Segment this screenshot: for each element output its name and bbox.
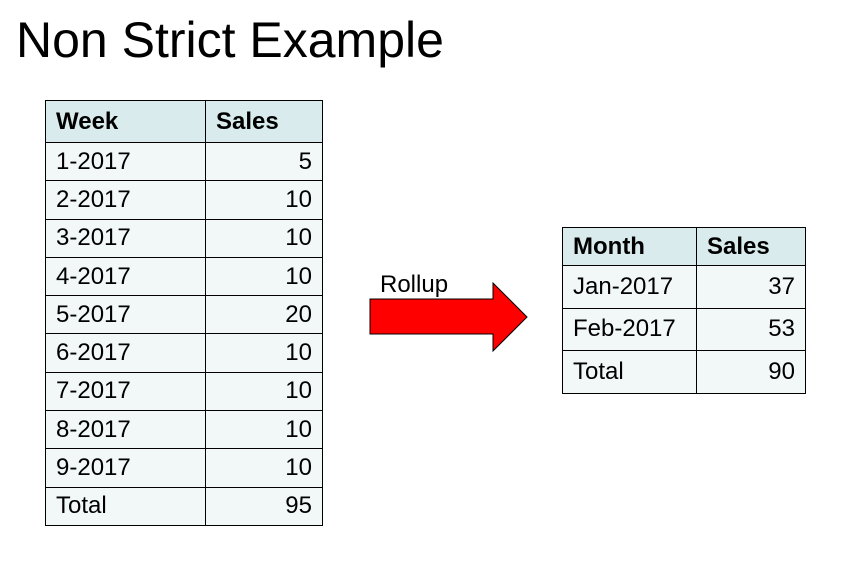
weekly-sales-table: Week Sales 1-2017 5 2-2017 10 3-2017 10 … xyxy=(45,100,323,526)
table-row: 9-2017 10 xyxy=(45,448,323,488)
table-total-row: Total 95 xyxy=(45,486,323,526)
sales-cell: 10 xyxy=(205,448,323,488)
sales-column-header: Sales xyxy=(696,227,806,266)
week-cell: 3-2017 xyxy=(45,218,206,258)
week-column-header: Week xyxy=(45,100,206,143)
rollup-arrow-icon xyxy=(369,282,528,352)
month-column-header: Month xyxy=(562,227,697,266)
total-value-cell: 95 xyxy=(205,486,323,526)
week-cell: 7-2017 xyxy=(45,371,206,412)
table-row: 4-2017 10 xyxy=(45,256,323,297)
table-total-row: Total 90 xyxy=(562,350,806,394)
week-cell: 1-2017 xyxy=(45,141,206,182)
table-row: 1-2017 5 xyxy=(45,141,323,182)
sales-cell: 20 xyxy=(205,295,323,335)
rollup-label: Rollup xyxy=(380,271,449,298)
sales-cell: 10 xyxy=(205,371,323,412)
sales-cell: 5 xyxy=(205,141,323,182)
table-row: Jan-2017 37 xyxy=(562,265,806,309)
total-value-cell: 90 xyxy=(696,350,806,394)
table-row: 6-2017 10 xyxy=(45,333,323,373)
table-row: 8-2017 10 xyxy=(45,410,323,450)
week-cell: 8-2017 xyxy=(45,410,206,450)
total-label-cell: Total xyxy=(562,350,697,394)
week-cell: 9-2017 xyxy=(45,448,206,488)
total-label-cell: Total xyxy=(45,486,206,526)
table-row: 3-2017 10 xyxy=(45,218,323,258)
month-cell: Jan-2017 xyxy=(562,265,697,309)
sales-cell: 10 xyxy=(205,256,323,297)
sales-cell: 37 xyxy=(696,265,806,309)
sales-cell: 53 xyxy=(696,307,806,351)
page-title: Non Strict Example xyxy=(16,12,444,68)
table-header-row: Week Sales xyxy=(45,100,323,143)
week-cell: 5-2017 xyxy=(45,295,206,335)
table-row: Feb-2017 53 xyxy=(562,307,806,351)
week-cell: 6-2017 xyxy=(45,333,206,373)
sales-column-header: Sales xyxy=(205,100,323,143)
week-cell: 4-2017 xyxy=(45,256,206,297)
sales-cell: 10 xyxy=(205,218,323,258)
monthly-sales-table: Month Sales Jan-2017 37 Feb-2017 53 Tota… xyxy=(562,227,806,394)
sales-cell: 10 xyxy=(205,333,323,373)
sales-cell: 10 xyxy=(205,410,323,450)
table-row: 7-2017 10 xyxy=(45,371,323,412)
table-row: 2-2017 10 xyxy=(45,180,323,220)
month-cell: Feb-2017 xyxy=(562,307,697,351)
sales-cell: 10 xyxy=(205,180,323,220)
week-cell: 2-2017 xyxy=(45,180,206,220)
table-row: 5-2017 20 xyxy=(45,295,323,335)
table-header-row: Month Sales xyxy=(562,227,806,266)
